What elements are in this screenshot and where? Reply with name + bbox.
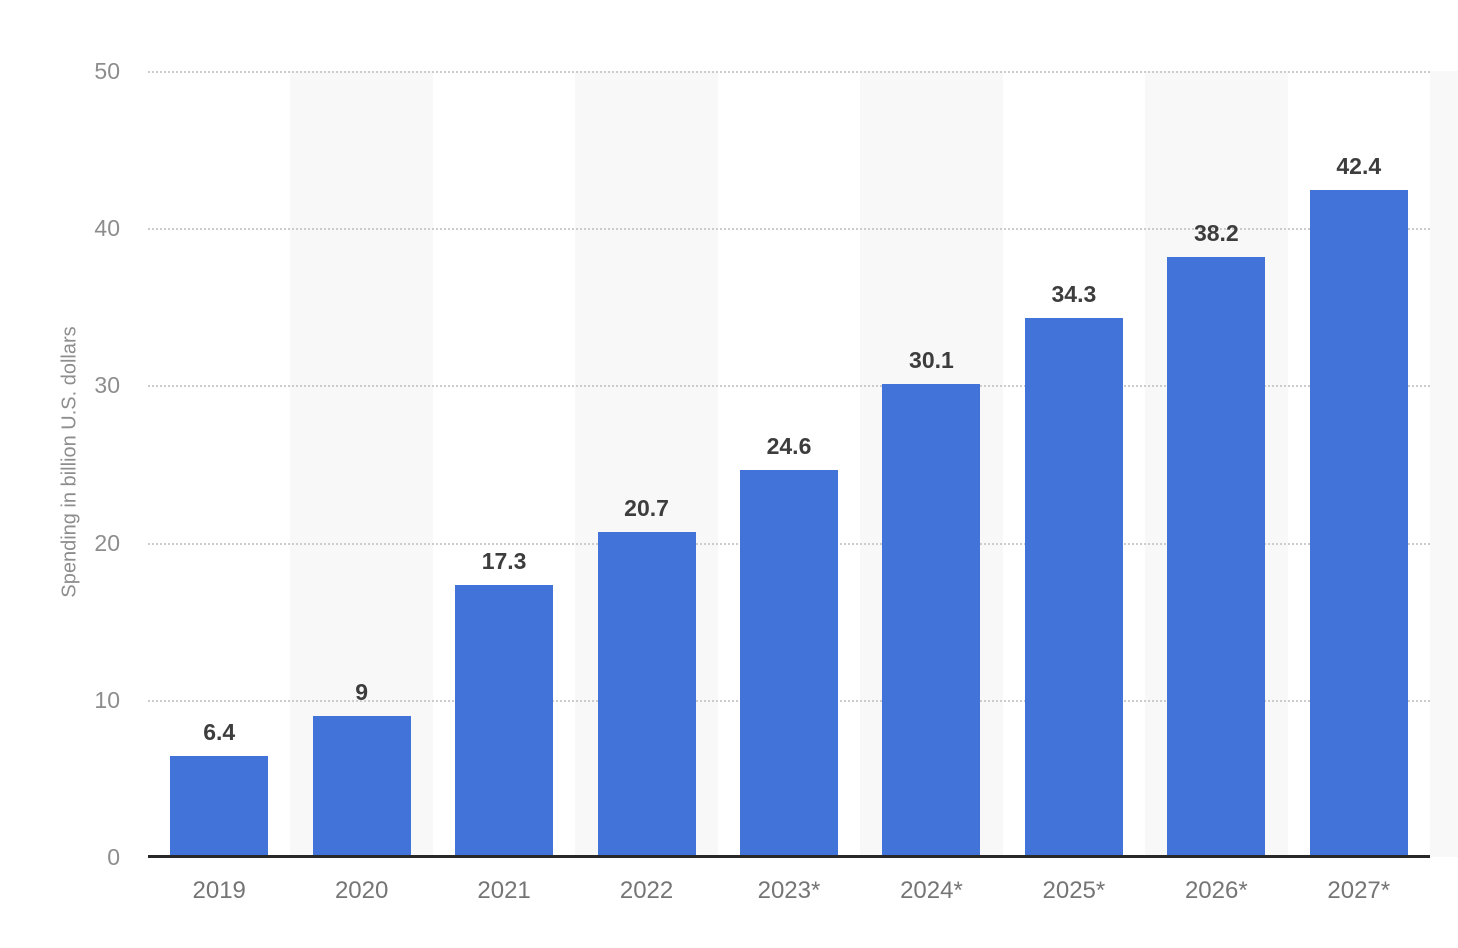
x-tick-label: 2025* [1042,877,1106,904]
bar [1024,317,1123,857]
plot-area: 0 10 20 30 40 50 6.4 2019 9 2020 17.3 2021 20.7 2022 2… [94,58,1458,904]
x-tick-label: 2021 [477,877,531,904]
x-tick-label: 2022 [619,877,674,904]
x-tick-label: 2026* [1184,877,1248,904]
bar-value-label: 20.7 [624,494,669,521]
y-tick-label: 20 [94,529,120,556]
bar-value-label: 30.1 [909,346,954,373]
bar-value-label: 34.3 [1051,280,1097,307]
y-tick-label: 10 [94,686,120,713]
gridline [148,71,1430,73]
y-tick-label: 30 [94,372,120,399]
gridline [148,228,1430,231]
bar [1167,256,1266,857]
y-tick-label: 50 [94,58,120,84]
y-tick-label: 40 [94,215,120,242]
bar-value-label: 9 [355,678,369,705]
bar-value-label: 42.4 [1336,153,1382,180]
bar [1309,190,1408,857]
gridline [148,385,1430,388]
bar-value-label: 24.6 [766,433,812,460]
bar-value-label: 6.4 [203,719,236,746]
x-tick-label: 2020 [334,877,389,904]
x-tick-label: 2024* [900,877,963,904]
bar [882,383,981,857]
bar-value-label: 17.3 [481,548,527,575]
edge-band-fragment [1430,71,1458,857]
x-axis-line [148,855,1430,858]
x-tick-label: 2023* [757,877,821,904]
x-tick-label: 2019 [192,877,246,904]
bar [170,756,269,857]
y-tick-label: 0 [107,844,120,870]
bar [455,585,554,857]
bar [740,470,838,857]
x-tick-label: 2027* [1327,877,1391,904]
bar-value-label: 38.2 [1193,219,1239,246]
bar [597,531,696,857]
bar [312,715,411,857]
